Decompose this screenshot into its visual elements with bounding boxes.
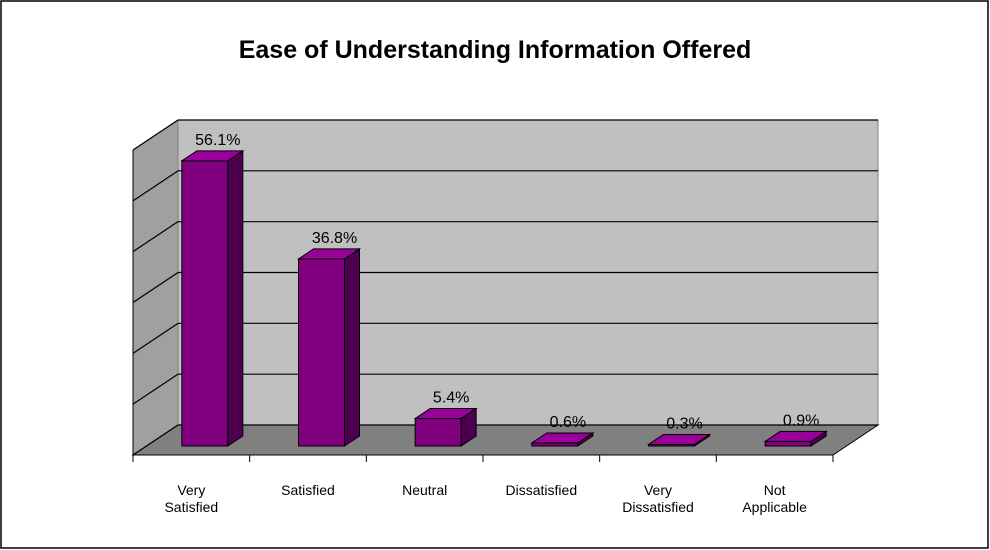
x-tick-label: Dissatisfied xyxy=(505,482,578,498)
x-tick-label: Neutral xyxy=(402,482,448,498)
bar-top xyxy=(296,248,362,260)
bar-top xyxy=(646,433,712,445)
floor xyxy=(131,424,880,456)
value-label: 0.9% xyxy=(783,412,819,429)
x-tick-label: Not Applicable xyxy=(742,482,807,515)
bar-top xyxy=(180,150,245,162)
bar-side xyxy=(344,247,360,447)
bar-top xyxy=(413,408,478,420)
bar xyxy=(298,258,345,447)
x-tick-label: Very Dissatisfied xyxy=(622,482,694,515)
chart-title: Ease of Understanding Information Offere… xyxy=(239,36,752,64)
value-label: 0.6% xyxy=(550,414,586,431)
bar-top xyxy=(530,432,595,444)
grid-line xyxy=(132,170,179,202)
bar-side xyxy=(227,149,244,447)
value-label: 56.1% xyxy=(195,132,240,149)
grid-line xyxy=(132,373,179,405)
x-tick-label: Very Satisfied xyxy=(164,482,219,515)
value-label: 0.3% xyxy=(666,415,702,432)
value-label: 36.8% xyxy=(312,230,357,247)
grid-line xyxy=(132,424,179,456)
bar xyxy=(764,440,812,447)
bar xyxy=(414,418,462,447)
grid-line xyxy=(132,221,179,253)
grid-line xyxy=(132,119,179,151)
grid-line xyxy=(132,272,179,303)
grid-line xyxy=(132,322,179,354)
bar xyxy=(181,160,229,447)
x-tick-label: Satisfied xyxy=(281,482,335,498)
value-label: 5.4% xyxy=(433,390,469,407)
bar-top xyxy=(763,430,828,442)
